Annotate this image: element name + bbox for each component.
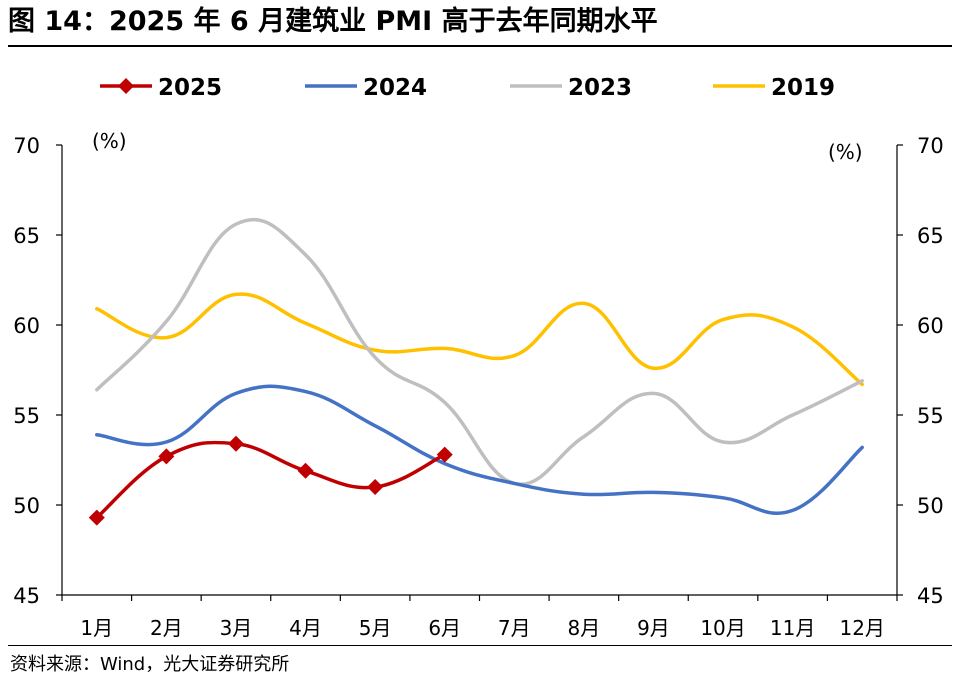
x-tick-label: 10月 (700, 616, 745, 640)
y-tick-label-right: 45 (917, 584, 944, 608)
legend-marker-2025 (118, 78, 134, 94)
y-tick-label-right: 70 (917, 134, 944, 158)
x-tick-label: 6月 (428, 616, 461, 640)
y-tick-label-left: 55 (13, 404, 40, 428)
data-point-2025 (227, 435, 244, 452)
data-point-2025 (297, 462, 314, 479)
x-tick-label: 2月 (150, 616, 183, 640)
y-tick-label-left: 70 (13, 134, 40, 158)
x-tick-label: 1月 (80, 616, 113, 640)
x-tick-label: 3月 (220, 616, 253, 640)
source-note: 资料来源：Wind，光大证券研究所 (10, 654, 290, 675)
legend-label-2023: 2023 (568, 75, 632, 101)
y-unit-left: (%) (92, 129, 127, 153)
x-tick-label: 8月 (568, 616, 601, 640)
x-tick-label: 12月 (839, 616, 884, 640)
legend: 2025 2024 2023 2019 (100, 75, 835, 101)
data-point-2025 (158, 448, 175, 465)
series-line-2019 (95, 292, 864, 387)
y-tick-label-left: 45 (13, 584, 40, 608)
y-tick-label-right: 65 (917, 224, 944, 248)
data-point-2025 (436, 446, 453, 463)
page-title: 图 14：2025 年 6 月建筑业 PMI 高于去年同期水平 (8, 6, 658, 37)
legend-label-2024: 2024 (363, 75, 427, 101)
series-lines (88, 217, 864, 526)
x-tick-label: 4月 (289, 616, 322, 640)
y-tick-label-left: 60 (13, 314, 40, 338)
data-point-2025 (367, 479, 384, 495)
y-tick-label-left: 65 (13, 224, 40, 248)
y-unit-right: (%) (828, 140, 863, 164)
axes: 45 45 50 50 55 55 60 60 65 65 70 70 (%) (%) 1月 2月 3月 4月 5月… (13, 129, 943, 640)
footer-divider (8, 645, 952, 646)
data-point-2025 (88, 509, 105, 526)
x-tick-label: 11月 (770, 616, 815, 640)
series-line-2023 (95, 217, 864, 486)
title-divider (8, 45, 952, 47)
y-tick-label-right: 60 (917, 314, 944, 338)
x-tick-label: 9月 (637, 616, 670, 640)
series-line-2025 (95, 440, 447, 520)
legend-label-2025: 2025 (158, 75, 222, 101)
x-tick-label: 7月 (498, 616, 531, 640)
x-tick-label: 5月 (359, 616, 392, 640)
legend-label-2019: 2019 (771, 75, 835, 101)
y-tick-label-right: 55 (917, 404, 944, 428)
y-tick-label-left: 50 (13, 494, 40, 518)
y-tick-label-right: 50 (917, 494, 944, 518)
series-line-2024 (95, 384, 864, 516)
